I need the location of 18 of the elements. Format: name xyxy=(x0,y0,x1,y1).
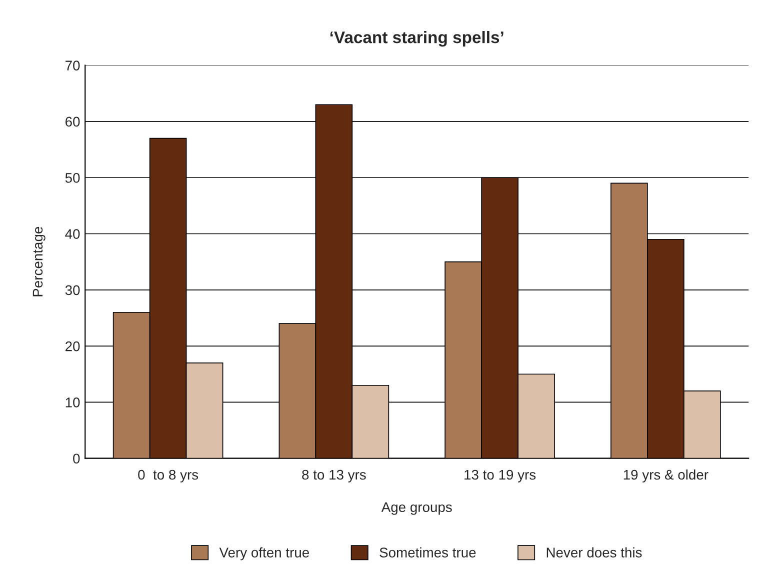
y-tick-label: 40 xyxy=(65,229,80,239)
x-axis-title: Age groups xyxy=(381,502,452,515)
legend-label: Sometimes true xyxy=(380,547,476,558)
y-tick-label: 70 xyxy=(66,60,80,70)
x-tick-label: 13 to 19 yrs xyxy=(464,470,536,482)
y-tick-label: 10 xyxy=(66,398,80,408)
y-tick-label: 0 xyxy=(73,454,80,464)
y-tick-label: 50 xyxy=(65,172,80,183)
y-tick-label: 30 xyxy=(65,285,80,296)
legend-label: Never does this xyxy=(546,547,642,558)
legend-label: Very often true xyxy=(219,547,309,560)
chart-title: ‘Vacant staring spells’ xyxy=(330,31,504,47)
y-axis-title: Percentage xyxy=(32,226,46,296)
x-tick-label: 19 yrs & older xyxy=(624,469,708,482)
y-tick-label: 60 xyxy=(66,116,80,127)
x-tick-label: 0 to 8 yrs xyxy=(138,470,198,482)
y-tick-label: 20 xyxy=(66,341,80,352)
x-tick-label: 8 to 13 yrs xyxy=(302,470,366,482)
